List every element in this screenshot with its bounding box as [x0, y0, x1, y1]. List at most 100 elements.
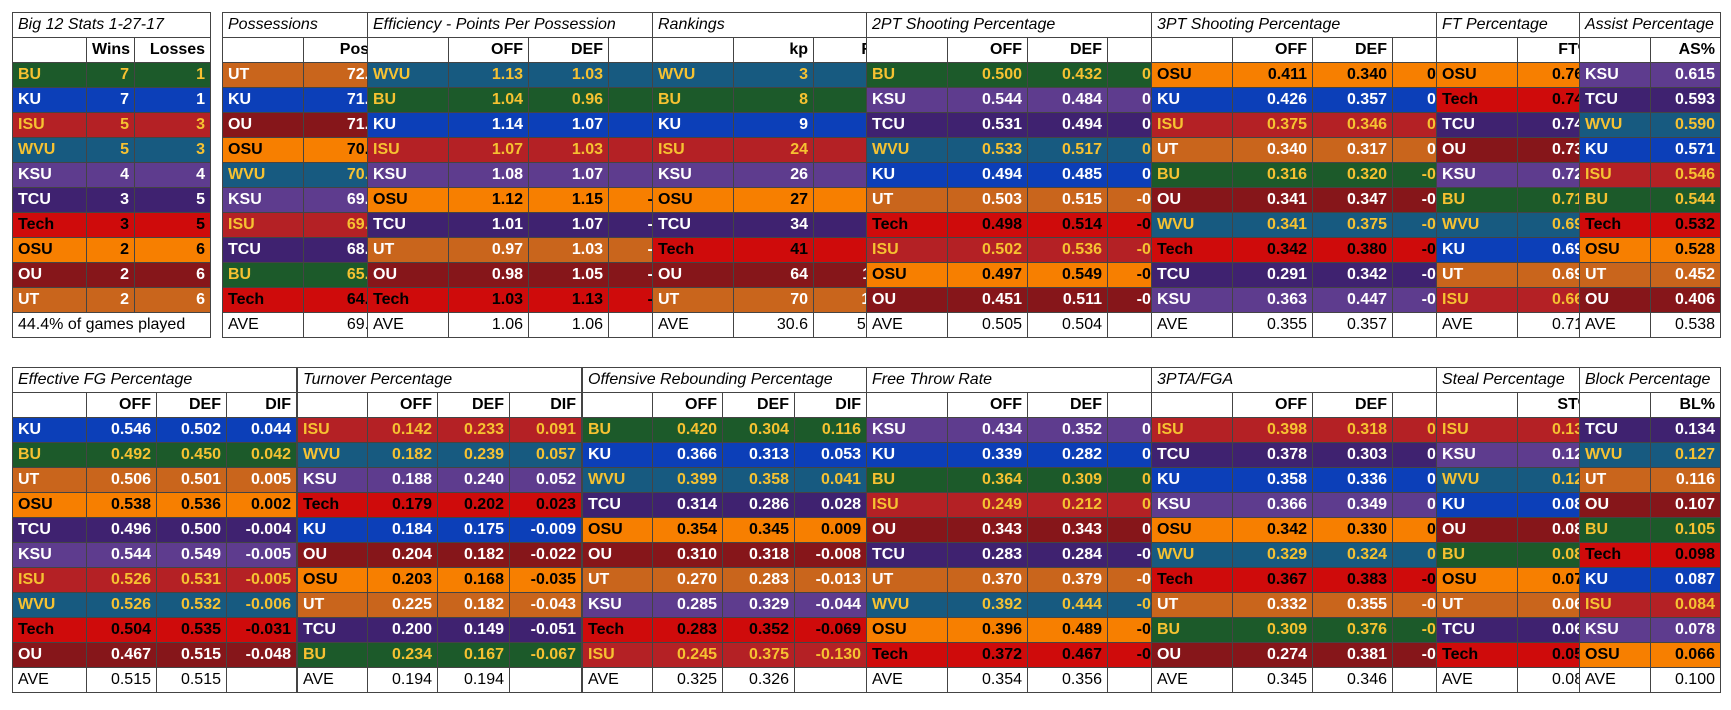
average-label: AVE: [367, 312, 449, 338]
average-label: AVE: [1436, 312, 1518, 338]
average-value: 0.504: [1027, 312, 1108, 338]
team-name: BU: [297, 642, 368, 668]
stat-value: 0.396: [947, 617, 1028, 643]
table-row: BU 0.544: [1579, 187, 1722, 213]
team-name: ISU: [866, 492, 948, 518]
stat-value: 0.500: [156, 517, 227, 543]
stat-value: 0.444: [1027, 592, 1108, 618]
table-title: Block Percentage: [1579, 367, 1721, 393]
table-row: UT 0.506 0.501 0.005: [12, 467, 297, 493]
average-label: AVE: [12, 667, 87, 693]
team-name: TCU: [1436, 617, 1518, 643]
stat-value: 0.434: [947, 417, 1028, 443]
table-row: Tech 0.051: [1436, 642, 1598, 668]
average-row: AVE 0.345 0.346: [1151, 667, 1474, 693]
stat-value: 0.380: [1312, 237, 1393, 263]
stat-value: 1: [133, 62, 212, 88]
team-name: Tech: [1579, 212, 1651, 238]
stat-value: 0.494: [947, 162, 1028, 188]
table-row: BU 0.719: [1436, 187, 1599, 213]
team-name: BU: [652, 87, 734, 113]
team-name: ISU: [12, 567, 87, 593]
table-row: Tech 0.532: [1579, 212, 1722, 238]
stat-value: 0.313: [722, 442, 795, 468]
three-pta-table: 3PTA/FGAOFFDEFDIFISU0.3980.3180.080TCU0.…: [1150, 367, 1474, 693]
stat-value: 0.310: [652, 542, 723, 568]
table-row: BU 0.420 0.304 0.116: [582, 417, 868, 443]
table-row: UT 0.225 0.182 -0.043: [297, 592, 582, 618]
stat-value: 0.392: [947, 592, 1028, 618]
stat-value: 0.044: [226, 417, 297, 443]
table-row: UT 0.116: [1579, 467, 1721, 493]
turnover-table: Turnover Percentage OFF DEF DIF ISU 0.142 0.23…: [297, 367, 582, 693]
team-name: ISU: [12, 112, 87, 138]
table-row: KSU 69.3: [222, 187, 385, 213]
stat-value: 0.283: [947, 542, 1028, 568]
stat-value: 0.282: [1027, 442, 1108, 468]
stat-value: 0.593: [1649, 87, 1722, 113]
average-value: 0.345: [1232, 667, 1313, 693]
table-row: WVU 0.590: [1579, 112, 1722, 138]
stat-value: 5: [86, 137, 135, 163]
column-header: [367, 37, 449, 63]
table-row: TCU 68.8: [222, 237, 385, 263]
stat-value: 0.182: [437, 592, 510, 618]
team-name: BU: [866, 62, 948, 88]
team-name: OU: [866, 287, 948, 313]
table-row: WVU 70.7: [222, 162, 385, 188]
efficiency-table: Efficiency - Points Per Possession OFF DEF…: [366, 12, 691, 338]
average-label: AVE: [652, 312, 734, 338]
team-name: WVU: [1151, 542, 1233, 568]
column-header: Losses: [133, 37, 212, 63]
table-row: KU 0.571: [1579, 137, 1722, 163]
stat-value: 0.363: [1232, 287, 1313, 313]
header-row: Wins Losses: [12, 37, 212, 63]
stat-value: 0.379: [1027, 567, 1108, 593]
team-name: OU: [12, 642, 87, 668]
team-name: TCU: [866, 542, 948, 568]
team-name: Tech: [1151, 567, 1233, 593]
column-header: [297, 392, 368, 418]
team-name: TCU: [1579, 87, 1651, 113]
stat-value: 0.532: [1649, 212, 1722, 238]
team-name: UT: [1436, 262, 1518, 288]
stat-value: 0.358: [1232, 467, 1313, 493]
average-value: 0.326: [722, 667, 795, 693]
team-name: Tech: [1436, 642, 1518, 668]
table-row: Tech 0.179 0.202 0.023: [297, 492, 582, 518]
column-header: DIF: [226, 392, 297, 418]
table-row: KU 0.087: [1579, 567, 1721, 593]
average-value: 0.356: [1027, 667, 1108, 693]
stat-value: 1.05: [528, 262, 609, 288]
average-value: [509, 667, 582, 693]
team-name: KU: [12, 417, 87, 443]
header-row: BL%: [1579, 392, 1721, 418]
team-name: Tech: [582, 617, 653, 643]
stat-value: 0.342: [1312, 262, 1393, 288]
average-value: 0.194: [437, 667, 510, 693]
stat-value: 0.167: [437, 642, 510, 668]
average-row: 44.4% of games played: [11, 312, 212, 338]
stat-value: 3: [733, 62, 814, 88]
table-row: OSU 2 6: [12, 237, 212, 263]
average-value: 0.357: [1312, 312, 1393, 338]
stat-value: 3: [86, 187, 135, 213]
table-row: ISU 0.245 0.375 -0.130: [582, 642, 868, 668]
team-name: KU: [297, 517, 368, 543]
stat-value: 0.354: [652, 517, 723, 543]
average-label: AVE: [1436, 667, 1518, 693]
team-name: TCU: [1151, 442, 1233, 468]
table-row: KU96: [652, 112, 895, 138]
stat-value: 0.245: [652, 642, 723, 668]
team-name: OU: [222, 112, 304, 138]
stat-value: 0.352: [1027, 417, 1108, 443]
team-name: BU: [1579, 187, 1651, 213]
team-name: UT: [12, 467, 87, 493]
team-name: OSU: [222, 137, 304, 163]
